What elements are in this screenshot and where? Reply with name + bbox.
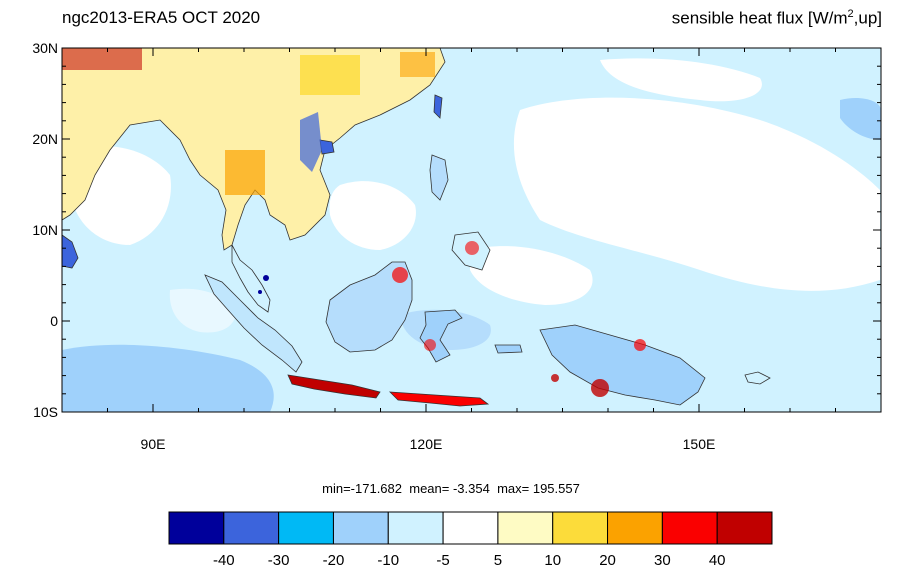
colorbar-swatch (223, 511, 280, 545)
hotspot-new-guinea-south (634, 339, 646, 351)
hotspot-vietnam-coast (300, 112, 322, 172)
hotspot-sulawesi (424, 339, 436, 351)
colorbar (168, 511, 773, 545)
stat-mean: mean= -3.354 (409, 481, 490, 496)
ocean-white-patch-west-pacific (600, 58, 762, 102)
colorbar-swatch (497, 511, 554, 545)
landmass-taiwan (433, 94, 443, 119)
ocean-white-patch-central-pacific (470, 246, 593, 305)
axis-tick-labels: 30N 20N 10N 0 10S 90E 120E 150E (32, 40, 715, 452)
colorbar-swatch (332, 511, 389, 545)
lon-tick-label: 150E (683, 436, 716, 452)
statistics-line: min=-171.682 mean= -3.354 max= 195.557 (0, 481, 902, 496)
variable-title: sensible heat flux [W/m2,up] (672, 8, 882, 29)
variable-title-suffix: ,up] (853, 8, 882, 28)
stat-max: max= 195.557 (497, 481, 580, 496)
landmass-new-britain (744, 371, 771, 385)
map-area (62, 48, 881, 412)
stat-min: min=-171.682 (322, 481, 403, 496)
colorbar-swatch (552, 511, 609, 545)
lat-tick-label: 10N (32, 222, 58, 238)
lat-tick-label: 0 (50, 313, 58, 329)
colorbar-tick-label: -10 (377, 552, 400, 569)
landmass-borneo (325, 261, 413, 353)
hotspot-sumatra-north (263, 275, 269, 281)
ocean-blue-patch-indian-ocean (62, 344, 274, 412)
colorbar-swatch (716, 511, 773, 545)
colorbar-swatch (607, 511, 663, 545)
hotspot-yunnan (300, 55, 360, 95)
ocean-blue-patch-northeast (840, 98, 881, 140)
flux-hotspots (62, 48, 646, 397)
landmass-malay-peninsula (231, 244, 271, 313)
ocean-field-patches (62, 58, 881, 412)
landmass-halmahera (494, 344, 523, 354)
landmass-lesser-sunda (388, 391, 490, 407)
colorbar-swatch (661, 511, 718, 545)
colorbar-swatch (442, 511, 499, 545)
landmass-sumatra (204, 274, 303, 373)
colorbar-tick-label: 10 (544, 552, 562, 569)
hotspot-south-china (62, 48, 142, 70)
lat-tick-label: 20N (32, 131, 58, 147)
landmass-new-guinea (539, 324, 706, 406)
colorbar-swatch (387, 511, 444, 545)
landmass-indochina-china (62, 48, 446, 251)
ocean-white-patch-north-pacific (513, 97, 880, 291)
colorbar-tick-label: -30 (267, 552, 290, 569)
landmass-java (287, 374, 381, 399)
colorbar-tick-label: 30 (654, 552, 671, 569)
colorbar-swatch (168, 511, 225, 545)
ocean-white-patch-south-china-sea (329, 181, 416, 250)
variable-title-exponent: 2 (847, 8, 854, 20)
hotspot-indochina (225, 150, 265, 195)
variable-title-prefix: sensible heat flux [W/m (671, 8, 848, 28)
lon-tick-label: 120E (410, 436, 443, 452)
landmass-sri-lanka (62, 234, 79, 269)
lat-tick-label: 30N (32, 40, 58, 56)
colorbar-tick-label: 5 (493, 552, 503, 569)
colorbar-tick-label: 40 (708, 552, 726, 569)
lat-tick-label: 10S (33, 404, 58, 420)
hotspot-borneo-north (392, 267, 408, 283)
hotspot-mindanao (465, 241, 479, 255)
colorbar-swatch (278, 511, 334, 545)
colorbar-tick-label: -20 (322, 552, 345, 569)
colorbar-tick-label: -5 (436, 552, 450, 569)
plot-title: ngc2013-ERA5 OCT 2020 (62, 8, 261, 27)
hotspot-java-east (551, 374, 559, 382)
colorbar-tick-label: -40 (212, 552, 235, 569)
landmass-luzon (429, 154, 449, 201)
hotspot-timor (591, 379, 609, 397)
landmass-hainan (319, 139, 335, 155)
hotspot-tibet-edge (400, 52, 435, 77)
hotspot-sumatra-central (258, 290, 262, 294)
axis-ticks (61, 47, 882, 413)
colorbar-tick-label: 20 (599, 552, 616, 569)
lon-tick-label: 90E (141, 436, 166, 452)
